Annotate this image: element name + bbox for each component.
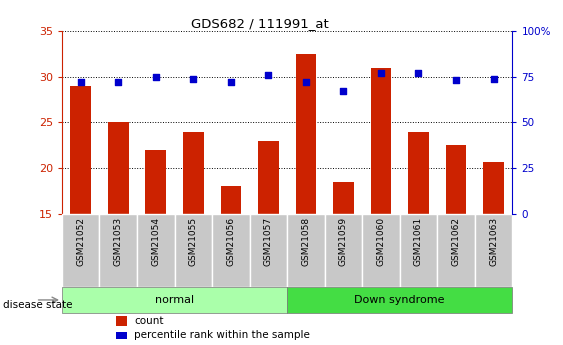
Text: GSM21062: GSM21062 <box>452 217 461 266</box>
Bar <box>325 214 362 287</box>
Bar <box>333 182 354 214</box>
Point <box>114 79 123 85</box>
Text: percentile rank within the sample: percentile rank within the sample <box>134 330 310 340</box>
Bar <box>221 186 241 214</box>
Text: GSM21059: GSM21059 <box>339 217 348 266</box>
Text: GSM21056: GSM21056 <box>226 217 235 266</box>
Bar <box>249 214 287 287</box>
Point <box>339 89 348 94</box>
Bar <box>62 287 287 313</box>
Text: GSM21058: GSM21058 <box>301 217 310 266</box>
Text: GSM21053: GSM21053 <box>114 217 123 266</box>
Bar <box>70 86 91 214</box>
Point <box>189 76 198 81</box>
Bar <box>296 54 316 214</box>
Point <box>452 78 461 83</box>
Bar <box>446 145 466 214</box>
Bar <box>62 214 100 287</box>
Bar <box>212 214 249 287</box>
Point <box>76 79 85 85</box>
Bar <box>483 162 504 214</box>
Point <box>264 72 273 78</box>
Point <box>151 74 160 79</box>
Bar <box>475 214 512 287</box>
Bar <box>258 141 279 214</box>
Bar <box>287 214 325 287</box>
Bar <box>287 287 512 313</box>
Point <box>226 79 235 85</box>
Text: Down syndrome: Down syndrome <box>355 295 445 305</box>
Bar <box>362 214 400 287</box>
Point <box>377 70 386 76</box>
Bar <box>108 122 128 214</box>
Point <box>489 76 498 81</box>
Text: count: count <box>134 316 163 326</box>
Bar <box>116 332 127 339</box>
Bar <box>183 131 204 214</box>
Point <box>301 79 310 85</box>
Bar <box>175 214 212 287</box>
Text: GSM21055: GSM21055 <box>189 217 198 266</box>
Bar <box>408 131 429 214</box>
Bar <box>370 68 391 214</box>
Text: GSM21052: GSM21052 <box>76 217 85 266</box>
Text: disease state: disease state <box>3 300 72 310</box>
Text: normal: normal <box>155 295 194 305</box>
Text: GSM21054: GSM21054 <box>151 217 160 266</box>
Point <box>414 70 423 76</box>
Text: GSM21060: GSM21060 <box>377 217 386 266</box>
Bar <box>400 214 437 287</box>
Bar <box>437 214 475 287</box>
Bar <box>116 316 127 326</box>
Bar <box>100 214 137 287</box>
Text: GSM21057: GSM21057 <box>264 217 273 266</box>
Bar <box>137 214 175 287</box>
Title: GDS682 / 111991_at: GDS682 / 111991_at <box>191 17 329 30</box>
Text: GSM21061: GSM21061 <box>414 217 423 266</box>
Bar <box>145 150 166 214</box>
Text: GSM21063: GSM21063 <box>489 217 498 266</box>
